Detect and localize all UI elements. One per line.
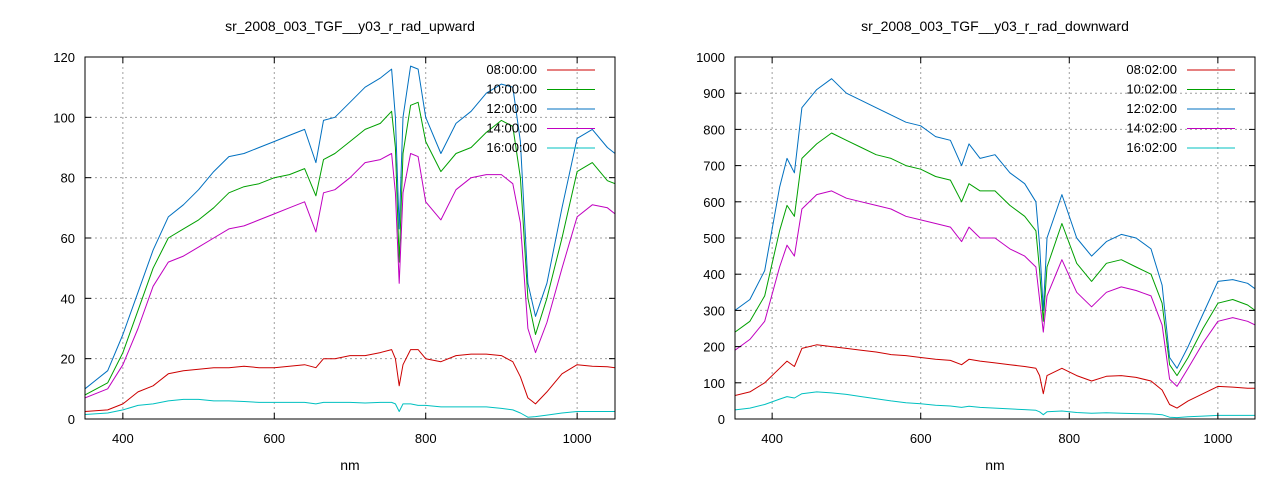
y-tick-label: 60	[61, 231, 75, 246]
y-tick-label: 200	[703, 340, 725, 355]
series-line	[85, 349, 615, 412]
y-tick-label: 500	[703, 231, 725, 246]
y-tick-label: 1000	[696, 50, 725, 65]
legend-label: 10:02:00	[1126, 82, 1177, 97]
x-tick-label: 600	[263, 431, 285, 446]
legend-label: 10:00:00	[486, 82, 537, 97]
series-group	[735, 78, 1255, 419]
x-tick-label: 1000	[563, 431, 592, 446]
y-tick-label: 120	[53, 50, 75, 65]
y-tick-label: 80	[61, 171, 75, 186]
y-tick-label: 300	[703, 303, 725, 318]
x-tick-label: 1000	[1203, 431, 1232, 446]
series-line	[735, 78, 1255, 369]
legend-label: 12:00:00	[486, 101, 537, 116]
series-line	[85, 65, 615, 390]
series-line	[85, 153, 615, 399]
legend-label: 16:02:00	[1126, 140, 1177, 155]
series-line	[735, 391, 1255, 419]
y-tick-label: 0	[718, 412, 725, 427]
x-tick-label: 400	[761, 431, 783, 446]
series-line	[735, 344, 1255, 409]
chart-title: sr_2008_003_TGF__y03_r_rad_downward	[861, 18, 1129, 34]
legend-label: 14:02:00	[1126, 121, 1177, 136]
series-line	[85, 398, 615, 418]
series-line	[735, 190, 1255, 387]
legend-label: 16:00:00	[486, 140, 537, 155]
y-tick-label: 100	[53, 110, 75, 125]
y-tick-label: 0	[68, 412, 75, 427]
legend-label: 14:00:00	[486, 121, 537, 136]
x-axis-label: nm	[985, 457, 1004, 473]
series-line	[85, 101, 615, 396]
y-tick-label: 20	[61, 352, 75, 367]
y-tick-label: 700	[703, 159, 725, 174]
chart-panel-downward: sr_2008_003_TGF__y03_r_rad_downward nm 4…	[696, 18, 1256, 473]
series-group	[85, 65, 615, 418]
x-tick-label: 600	[910, 431, 932, 446]
legend-label: 08:00:00	[486, 62, 537, 77]
chart-panel-upward: sr_2008_003_TGF__y03_r_rad_upward nm 400…	[53, 18, 616, 473]
series-line	[735, 132, 1255, 377]
y-tick-label: 400	[703, 267, 725, 282]
x-axis-label: nm	[340, 457, 359, 473]
legend: 08:00:00 10:00:00 12:00:00 14:00:00 16:00:00	[486, 62, 595, 155]
chart-title: sr_2008_003_TGF__y03_r_rad_upward	[225, 18, 475, 34]
legend-label: 08:02:00	[1126, 62, 1177, 77]
legend-label: 12:02:00	[1126, 101, 1177, 116]
y-tick-label: 40	[61, 291, 75, 306]
y-tick-label: 600	[703, 195, 725, 210]
x-tick-label: 800	[1058, 431, 1080, 446]
y-tick-label: 900	[703, 86, 725, 101]
y-tick-label: 100	[703, 376, 725, 391]
x-tick-label: 800	[415, 431, 437, 446]
x-tick-label: 400	[112, 431, 134, 446]
y-tick-label: 800	[703, 122, 725, 137]
legend: 08:02:00 10:02:00 12:02:00 14:02:00 16:02:00	[1126, 62, 1235, 155]
